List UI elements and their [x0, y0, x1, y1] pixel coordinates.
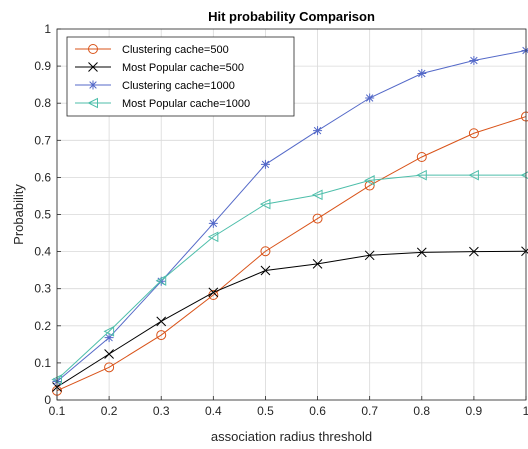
- data-point: [364, 250, 375, 261]
- data-point: [416, 151, 427, 162]
- x-tick-label: 0.3: [153, 404, 170, 418]
- data-point: [312, 258, 323, 269]
- data-point: [364, 180, 375, 191]
- data-point: [207, 231, 219, 243]
- data-point: [103, 326, 115, 337]
- y-tick-label: 0.7: [34, 133, 51, 147]
- series-line: [56, 174, 526, 380]
- data-point: [468, 128, 479, 139]
- x-axis-label: association radius threshold: [211, 429, 372, 444]
- data-point: [104, 349, 114, 359]
- plot-frame: [56, 28, 527, 401]
- legend-label: Clustering cache=500: [122, 44, 229, 56]
- y-tick-label: 0.5: [34, 208, 51, 222]
- y-tick-label: 0.8: [34, 96, 51, 110]
- data-point: [104, 362, 115, 373]
- series-line: [56, 116, 527, 392]
- series-line: [56, 250, 527, 388]
- y-tick-label: 0.6: [34, 170, 51, 184]
- series-group: [51, 46, 528, 396]
- data-point: [260, 265, 271, 276]
- data-point: [469, 56, 479, 66]
- data-point: [416, 169, 427, 181]
- series-1: [52, 111, 528, 396]
- legend-label: Most Popular cache=500: [122, 62, 244, 74]
- x-tick-label: 0.7: [361, 404, 378, 418]
- x-tick-label: 0.8: [413, 404, 430, 418]
- data-point: [312, 213, 323, 224]
- legend-item: Most Popular cache=1000: [75, 97, 250, 110]
- data-point: [156, 276, 166, 286]
- y-tick-label: 0.3: [34, 282, 51, 296]
- y-tick-label: 0.4: [34, 245, 51, 259]
- data-point: [259, 198, 271, 210]
- data-point: [468, 169, 479, 181]
- legend: Clustering cache=500 Most Popular cache=5…: [66, 36, 295, 117]
- x-tick-label: 0.2: [101, 404, 118, 418]
- data-point: [104, 333, 114, 343]
- x-axis-ticks: 0.1 0.2 0.3 0.4 0.5 0.6 0.7 0.8 0.9 1: [49, 396, 528, 418]
- x-tick-label: 0.4: [205, 404, 222, 418]
- legend-label: Most Popular cache=1000: [122, 98, 250, 110]
- y-axis-label: Probability: [11, 184, 26, 245]
- data-point: [156, 316, 167, 327]
- series-3: [52, 46, 528, 386]
- legend-label: Clustering cache=1000: [122, 80, 235, 92]
- data-point: [365, 93, 375, 103]
- y-tick-label: 1: [44, 22, 51, 36]
- data-point: [155, 275, 167, 286]
- series-line: [56, 50, 527, 382]
- data-point: [260, 159, 270, 169]
- data-point: [313, 126, 323, 136]
- y-tick-label: 0: [44, 393, 51, 407]
- y-tick-label: 0.9: [34, 59, 51, 73]
- data-point: [311, 189, 323, 201]
- x-tick-label: 0.9: [466, 404, 483, 418]
- legend-marker: [87, 97, 98, 109]
- data-point: [469, 246, 479, 257]
- legend-item: Clustering cache=1000: [75, 80, 235, 92]
- x-tick-label: 0.6: [309, 404, 326, 418]
- chart-title: Hit probability Comparison: [208, 9, 375, 24]
- series-4: [51, 169, 528, 385]
- x-tick-label: 0.1: [49, 404, 66, 418]
- data-point: [521, 46, 528, 56]
- legend-marker: [88, 80, 98, 90]
- series-2: [52, 246, 528, 392]
- legend-marker: [88, 62, 98, 72]
- legend-item: Most Popular cache=500: [75, 62, 244, 74]
- x-tick-label: 1: [523, 404, 528, 418]
- data-point: [416, 247, 427, 258]
- y-axis-ticks: 0 0.1 0.2 0.3 0.4 0.5 0.6 0.7 0.8 0.9 1: [34, 22, 61, 407]
- data-point: [260, 246, 271, 257]
- data-point: [364, 175, 375, 186]
- x-tick-label: 0.5: [257, 404, 274, 418]
- legend-item: Clustering cache=500: [75, 44, 229, 56]
- data-point: [208, 287, 219, 298]
- y-tick-label: 0.2: [34, 319, 51, 333]
- data-point: [208, 218, 218, 228]
- y-tick-label: 0.1: [34, 356, 51, 370]
- data-point: [417, 69, 427, 79]
- legend-marker: [88, 44, 98, 54]
- data-point: [156, 330, 167, 341]
